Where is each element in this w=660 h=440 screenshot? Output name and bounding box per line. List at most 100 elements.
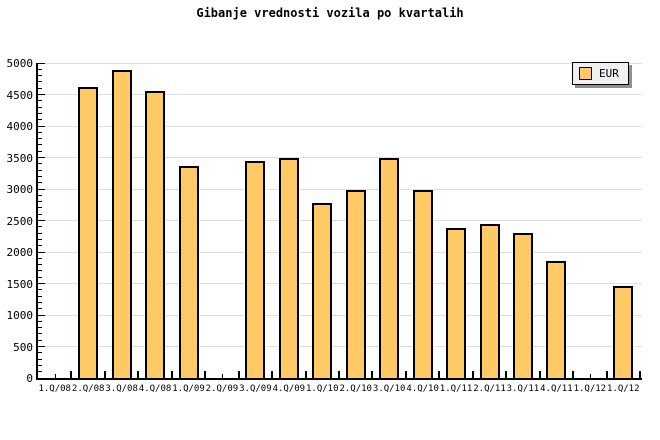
x-axis-label: 2.Q/09	[205, 384, 239, 394]
bar-3.Q/11	[512, 233, 533, 378]
y-tick	[38, 81, 42, 83]
y-tick	[38, 87, 42, 89]
y-tick	[38, 346, 45, 347]
y-tick	[38, 163, 42, 165]
y-tick	[38, 339, 42, 341]
y-tick	[38, 201, 42, 203]
y-tick	[38, 283, 45, 284]
legend: EUR	[572, 62, 629, 85]
y-axis-label: 0	[26, 372, 33, 385]
chart-title: Gibanje vrednosti vozila po kvartalih	[196, 6, 464, 20]
x-axis-label: 3.Q/11	[506, 384, 540, 394]
y-tick	[38, 188, 45, 190]
gridline	[38, 220, 642, 221]
y-tick	[38, 301, 42, 303]
bar-3.Q/08	[111, 69, 132, 378]
bar-2.Q/10	[345, 190, 366, 378]
y-tick	[38, 238, 42, 240]
x-axis-label: 2.Q/11	[473, 384, 506, 394]
x-tick	[438, 371, 441, 378]
gridline	[38, 94, 642, 95]
y-axis-label: 3000	[6, 183, 34, 196]
bar-4.Q/10	[412, 190, 433, 378]
y-tick	[38, 62, 45, 64]
y-tick	[38, 264, 42, 266]
x-axis-labels: 1.Q/08 2.Q/08 3.Q/08 4.Q/08 1.Q/09 2.Q/09 3.Q/…	[38, 384, 640, 398]
gridline	[38, 62, 642, 64]
bar-3.Q/10	[379, 157, 400, 378]
x-axis-label: 1.Q/12	[573, 384, 607, 394]
x-tick-minor	[221, 374, 223, 378]
y-tick	[38, 175, 42, 177]
y-tick	[38, 251, 45, 253]
y-axis-label: 5000	[6, 57, 34, 70]
gridline	[38, 157, 642, 158]
y-axis-label: 1500	[6, 277, 34, 291]
x-tick	[371, 371, 374, 378]
y-axis-label: 1000	[6, 309, 34, 322]
gridline	[38, 283, 642, 284]
y-tick	[38, 314, 45, 316]
y-tick	[38, 194, 42, 196]
y-tick	[38, 75, 42, 77]
y-tick	[38, 308, 42, 310]
x-axis-label: 1.Q/09	[172, 384, 205, 394]
x-axis-label: 2.Q/10	[339, 384, 372, 394]
y-tick	[38, 150, 42, 152]
x-tick	[338, 371, 340, 378]
y-axis-label: 3500	[6, 151, 34, 165]
x-axis-label: 1.Q/08	[38, 384, 71, 394]
x-axis-label: 2.Q/08	[71, 384, 105, 394]
x-axis-label: 1.Q/10	[306, 384, 339, 394]
bar-1.Q/09	[178, 166, 199, 378]
y-tick	[38, 125, 45, 127]
x-axis-label: 3.Q/10	[372, 384, 406, 394]
x-tick	[237, 371, 240, 378]
x-tick	[204, 371, 207, 378]
y-tick	[38, 106, 42, 108]
x-tick	[505, 371, 508, 378]
x-tick	[137, 371, 140, 378]
x-tick	[572, 371, 575, 378]
bar-4.Q/09	[278, 157, 299, 378]
gridline	[38, 314, 642, 316]
bar-1.Q/12	[613, 286, 634, 378]
x-tick	[404, 371, 407, 378]
y-tick	[38, 169, 42, 171]
bar-4.Q/11	[546, 261, 567, 378]
x-axis-label: 4.Q/10	[406, 384, 439, 394]
bar-4.Q/08	[145, 90, 166, 378]
y-tick	[38, 220, 45, 221]
y-tick	[38, 270, 42, 272]
y-axis-label: 2500	[6, 214, 34, 228]
gridline	[38, 125, 642, 127]
y-tick	[38, 94, 45, 95]
x-tick	[304, 371, 307, 378]
y-tick	[38, 295, 42, 297]
bar-1.Q/10	[312, 202, 333, 378]
x-axis-label: 4.Q/08	[138, 384, 172, 394]
y-tick	[38, 112, 42, 114]
y-tick	[38, 226, 42, 228]
legend-swatch-eur	[579, 67, 592, 80]
y-tick	[38, 232, 42, 234]
y-axis-labels: 0 500 1000 1500 2000 2500 3000 3500 4000 4500 5000	[0, 58, 34, 385]
y-axis-label: 2000	[6, 246, 34, 259]
y-tick	[38, 245, 42, 247]
plot-area	[36, 62, 642, 380]
y-tick	[38, 119, 42, 121]
x-tick	[271, 371, 274, 378]
x-tick	[170, 371, 173, 378]
y-tick	[38, 68, 42, 70]
x-axis-label: 4.Q/09	[272, 384, 306, 394]
x-tick-minor	[54, 374, 56, 378]
x-tick	[605, 371, 608, 378]
y-tick	[38, 327, 42, 329]
x-tick	[639, 371, 641, 378]
bar-1.Q/11	[446, 228, 467, 378]
legend-label: EUR	[599, 67, 619, 80]
y-tick	[38, 131, 42, 133]
x-tick-minor	[589, 374, 591, 378]
gridline	[38, 251, 642, 253]
